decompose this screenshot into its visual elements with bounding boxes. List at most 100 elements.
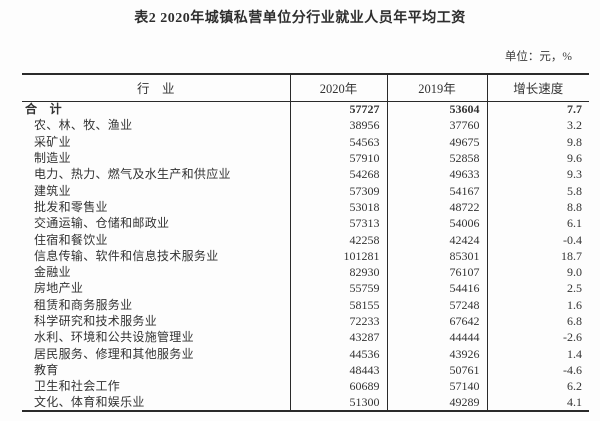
table-row: 金融业 82930 76107 9.0 xyxy=(22,263,589,281)
page-title: 表2 2020年城镇私营单位分行业就业人员年平均工资 xyxy=(134,11,466,26)
industry-cell: 卫生和社会工作 xyxy=(34,379,121,394)
value-2020-cell: 72233 xyxy=(289,312,387,330)
value-2019-cell: 49675 xyxy=(386,133,487,150)
industry-cell: 房地产业 xyxy=(34,281,84,296)
value-2020-cell: 54268 xyxy=(289,166,387,183)
value-2020-cell: 51300 xyxy=(289,394,387,411)
growth-cell: 3.2 xyxy=(486,117,589,134)
value-2019-cell: 85301 xyxy=(386,247,487,264)
growth-cell: -4.6 xyxy=(486,361,589,379)
table-row: 采矿业 54563 49675 9.8 xyxy=(22,133,589,150)
table-row: 交通运输、仓储和邮政业 57313 54006 6.1 xyxy=(22,215,589,232)
value-2019-cell: 54006 xyxy=(386,215,487,232)
value-2020-cell: 44536 xyxy=(289,345,387,362)
growth-cell: 1.6 xyxy=(486,296,589,313)
industry-cell: 文化、体育和娱乐业 xyxy=(34,394,145,409)
total-2019-cell: 53604 xyxy=(386,101,487,118)
industry-cell: 教育 xyxy=(34,362,59,377)
table-row: 文化、体育和娱乐业 51300 49289 4.1 xyxy=(22,394,589,411)
industry-cell: 住宿和餐饮业 xyxy=(34,232,108,247)
growth-cell: -0.4 xyxy=(486,231,589,248)
table-row: 租赁和商务服务业 58155 57248 1.6 xyxy=(22,296,589,313)
growth-cell: 6.2 xyxy=(486,378,589,395)
industry-cell: 金融业 xyxy=(34,265,71,280)
value-2020-cell: 101281 xyxy=(289,247,387,264)
growth-cell: 2.5 xyxy=(486,280,589,297)
industry-cell: 采矿业 xyxy=(34,134,71,149)
growth-cell: 9.8 xyxy=(486,133,589,150)
industry-cell: 交通运输、仓储和邮政业 xyxy=(34,216,170,231)
growth-cell: 6.1 xyxy=(486,215,589,232)
value-2019-cell: 57140 xyxy=(386,378,487,395)
value-2019-cell: 43926 xyxy=(386,345,487,362)
value-2020-cell: 54563 xyxy=(289,133,387,150)
growth-cell: -2.6 xyxy=(486,329,589,346)
value-2020-cell: 38956 xyxy=(289,117,387,134)
table-row: 教育 48443 50761 -4.6 xyxy=(22,361,589,379)
value-2020-cell: 82930 xyxy=(289,263,387,281)
growth-cell: 9.0 xyxy=(486,263,589,281)
value-2020-cell: 58155 xyxy=(289,296,387,313)
industry-cell: 电力、热力、燃气及水生产和供应业 xyxy=(34,167,231,182)
growth-cell: 8.8 xyxy=(486,198,589,216)
table-row: 水利、环境和公共设施管理业 43287 44444 -2.6 xyxy=(22,329,589,346)
value-2019-cell: 48722 xyxy=(386,198,487,216)
value-2019-cell: 52858 xyxy=(386,149,487,167)
value-2020-cell: 57309 xyxy=(289,182,387,199)
growth-cell: 9.6 xyxy=(486,149,589,167)
total-2020-cell: 57727 xyxy=(289,101,387,118)
value-2019-cell: 50761 xyxy=(386,361,487,379)
unit-note: 单位：元，% xyxy=(504,51,572,63)
growth-cell: 6.8 xyxy=(486,312,589,330)
table-row: 卫生和社会工作 60689 57140 6.2 xyxy=(22,378,589,395)
total-industry-cell: 合 计 xyxy=(25,102,62,117)
column-header-growth: 增长速度 xyxy=(486,74,589,102)
industry-cell: 租赁和商务服务业 xyxy=(34,297,133,312)
value-2019-cell: 57248 xyxy=(386,296,487,313)
table-row: 信息传输、软件和信息技术服务业 101281 85301 18.7 xyxy=(22,247,589,264)
value-2020-cell: 55759 xyxy=(289,280,387,297)
value-2019-cell: 49289 xyxy=(386,394,487,411)
growth-cell: 5.8 xyxy=(486,182,589,199)
table-row: 科学研究和技术服务业 72233 67642 6.8 xyxy=(22,312,589,330)
column-header-2020: 2020年 xyxy=(289,74,387,102)
total-row: 合 计 57727 53604 7.7 xyxy=(22,101,589,118)
total-growth-cell: 7.7 xyxy=(486,101,589,118)
industry-cell: 批发和零售业 xyxy=(34,199,108,214)
value-2019-cell: 54167 xyxy=(386,182,487,199)
value-2020-cell: 57313 xyxy=(289,215,387,232)
growth-cell: 18.7 xyxy=(486,247,589,264)
table-header: 行 业 2020年 2019年 增长速度 xyxy=(22,74,589,102)
column-header-industry: 行 业 xyxy=(22,74,290,102)
growth-cell: 4.1 xyxy=(486,394,589,411)
value-2019-cell: 67642 xyxy=(386,312,487,330)
value-2019-cell: 37760 xyxy=(386,117,487,134)
column-header-2019: 2019年 xyxy=(386,74,487,102)
value-2020-cell: 53018 xyxy=(289,198,387,216)
industry-cell: 建筑业 xyxy=(34,183,71,198)
industry-cell: 水利、环境和公共设施管理业 xyxy=(34,330,194,345)
value-2019-cell: 44444 xyxy=(386,329,487,346)
table-row: 房地产业 55759 54416 2.5 xyxy=(22,280,589,297)
table-row: 建筑业 57309 54167 5.8 xyxy=(22,182,589,199)
value-2020-cell: 43287 xyxy=(289,329,387,346)
table-row: 居民服务、修理和其他服务业 44536 43926 1.4 xyxy=(22,345,589,362)
value-2020-cell: 42258 xyxy=(289,231,387,248)
wage-table-container: 行 业 2020年 2019年 增长速度 合 计 57727 53604 7.7… xyxy=(22,73,589,412)
industry-cell: 居民服务、修理和其他服务业 xyxy=(34,346,194,361)
growth-cell: 9.3 xyxy=(486,166,589,183)
table-row: 住宿和餐饮业 42258 42424 -0.4 xyxy=(22,231,589,248)
industry-cell: 信息传输、软件和信息技术服务业 xyxy=(34,248,219,263)
industry-cell: 制造业 xyxy=(34,151,71,166)
industry-cell: 农、林、牧、渔业 xyxy=(34,118,133,133)
table-row: 制造业 57910 52858 9.6 xyxy=(22,149,589,167)
value-2020-cell: 60689 xyxy=(289,378,387,395)
table-row: 电力、热力、燃气及水生产和供应业 54268 49633 9.3 xyxy=(22,166,589,183)
value-2019-cell: 54416 xyxy=(386,280,487,297)
value-2019-cell: 49633 xyxy=(386,166,487,183)
header-row: 行 业 2020年 2019年 增长速度 xyxy=(22,74,589,102)
value-2019-cell: 42424 xyxy=(386,231,487,248)
table-body: 合 计 57727 53604 7.7 农、林、牧、渔业 38956 37760 3.… xyxy=(22,101,589,411)
growth-cell: 1.4 xyxy=(486,345,589,362)
